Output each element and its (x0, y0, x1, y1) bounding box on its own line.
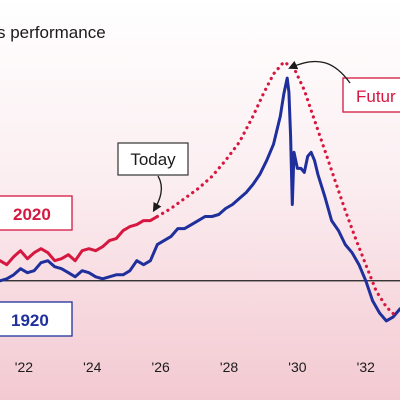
label-1920-box (0, 301, 73, 337)
x-tick-label: '30 (288, 359, 306, 375)
today-callout: Today (117, 142, 189, 213)
x-tick-label: '24 (83, 359, 101, 375)
future-box (342, 77, 400, 113)
x-tick-label: '22 (15, 359, 33, 375)
today-label: Today (130, 150, 176, 169)
today-arrow (152, 175, 163, 213)
chart-title: s performance (0, 23, 106, 42)
label-1920: 1920 (11, 311, 49, 330)
series-1920-line (0, 76, 400, 323)
x-tick-label: '26 (152, 359, 170, 375)
x-tick-label: '32 (357, 359, 375, 375)
label-1920-callout: 1920 (0, 301, 73, 337)
x-axis: '22 '24 '26 '28 '30 '32 (15, 359, 375, 375)
label-2020-callout: 2020 (0, 195, 73, 231)
series-group (0, 60, 400, 323)
label-2020: 2020 (13, 205, 51, 224)
future-callout: Futur (288, 60, 400, 113)
x-tick-label: '28 (220, 359, 238, 375)
future-label: Futur (356, 87, 396, 106)
series-2020-line (0, 215, 159, 267)
label-2020-box (0, 195, 73, 231)
today-box (117, 142, 189, 176)
future-arrow (288, 60, 351, 84)
